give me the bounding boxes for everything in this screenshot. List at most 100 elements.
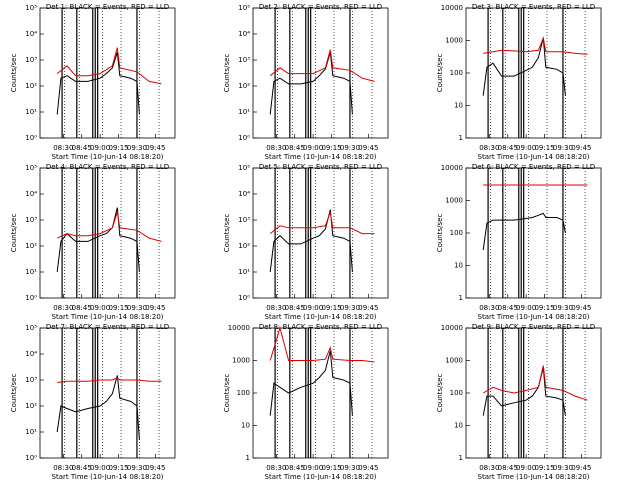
y-axis-label: Counts/sec xyxy=(10,374,18,413)
x-tick-label: 09:30 xyxy=(340,464,360,472)
x-tick-label: 09:30 xyxy=(340,304,360,312)
y-tick-label: 10¹ xyxy=(25,428,37,436)
y-tick-label: 100 xyxy=(450,389,463,397)
y-tick-label: 10⁰ xyxy=(25,134,37,142)
chart-title: Det 4: BLACK = Events, RED = LLD xyxy=(46,163,169,171)
x-tick-label: 08:45 xyxy=(498,464,518,472)
x-tick-label: 08:30 xyxy=(479,464,499,472)
plot-frame xyxy=(39,7,176,139)
plot-frame xyxy=(465,327,602,459)
y-tick-label: 100 xyxy=(450,229,463,237)
x-tick-label: 09:00 xyxy=(90,144,110,152)
x-tick-label: 08:45 xyxy=(72,304,92,312)
y-tick-label: 1 xyxy=(459,134,463,142)
y-tick-label: 10⁴ xyxy=(25,350,37,358)
x-tick-label: 09:00 xyxy=(516,464,536,472)
y-tick-label: 10⁴ xyxy=(238,30,250,38)
y-tick-label: 1 xyxy=(246,454,250,462)
y-tick-label: 10² xyxy=(25,82,37,90)
y-tick-label: 10¹ xyxy=(238,108,250,116)
x-tick-label: 08:30 xyxy=(266,464,286,472)
x-tick-label: 08:30 xyxy=(266,304,286,312)
x-tick-label: 09:00 xyxy=(303,144,323,152)
y-tick-label: 10⁴ xyxy=(25,190,37,198)
x-tick-label: 09:45 xyxy=(358,304,378,312)
plot-frame xyxy=(465,167,602,299)
series-line xyxy=(56,375,140,440)
x-axis-label: Start Time (10-Jun-14 08:18:20) xyxy=(52,153,164,161)
series-line xyxy=(269,212,375,235)
y-axis-label: Counts/sec xyxy=(436,214,444,253)
x-tick-label: 09:30 xyxy=(127,464,147,472)
x-tick-label: 08:30 xyxy=(53,464,73,472)
y-tick-label: 10 xyxy=(241,422,250,430)
x-tick-label: 09:15 xyxy=(534,464,554,472)
series-line xyxy=(56,212,162,242)
y-tick-label: 10⁵ xyxy=(238,4,250,12)
y-axis-label: Counts/sec xyxy=(10,214,18,253)
x-tick-label: 09:00 xyxy=(516,304,536,312)
y-tick-label: 10000 xyxy=(441,4,463,12)
series-line xyxy=(483,36,588,55)
series-line xyxy=(269,350,353,416)
series-line xyxy=(269,52,353,115)
series-line xyxy=(482,367,566,416)
x-tick-label: 09:45 xyxy=(571,144,591,152)
x-tick-label: 08:45 xyxy=(72,144,92,152)
y-tick-label: 10⁵ xyxy=(238,164,250,172)
y-tick-label: 1 xyxy=(459,454,463,462)
y-tick-label: 10000 xyxy=(441,324,463,332)
chart-title: Det 5: BLACK = Events, RED = LLD xyxy=(259,163,382,171)
y-axis-label: Counts/sec xyxy=(223,54,231,93)
x-axis-label: Start Time (10-Jun-14 08:18:20) xyxy=(265,313,377,321)
y-tick-label: 10³ xyxy=(238,56,250,64)
x-tick-label: 09:30 xyxy=(553,304,573,312)
x-tick-label: 09:15 xyxy=(108,304,128,312)
y-tick-label: 10000 xyxy=(228,324,250,332)
y-tick-label: 10 xyxy=(454,262,463,270)
x-tick-label: 09:45 xyxy=(145,304,165,312)
x-tick-label: 08:30 xyxy=(479,304,499,312)
chart-title: Det 2: BLACK = Events, RED = LLD xyxy=(259,3,382,11)
y-tick-label: 10⁰ xyxy=(25,454,37,462)
plot-frame xyxy=(252,7,389,139)
plot-frame xyxy=(252,167,389,299)
series-line xyxy=(269,49,375,82)
chart-title: Det 9: BLACK = Events, RED = LLD xyxy=(472,323,595,331)
y-tick-label: 10⁴ xyxy=(238,190,250,198)
y-tick-label: 10⁰ xyxy=(238,134,250,142)
y-tick-label: 10¹ xyxy=(25,108,37,116)
x-axis-label: Start Time (10-Jun-14 08:18:20) xyxy=(265,153,377,161)
x-axis-label: Start Time (10-Jun-14 08:18:20) xyxy=(52,313,164,321)
y-axis-label: Counts/sec xyxy=(436,54,444,93)
y-tick-label: 10² xyxy=(238,82,250,90)
x-axis-label: Start Time (10-Jun-14 08:18:20) xyxy=(478,153,590,161)
y-tick-label: 100 xyxy=(237,389,250,397)
y-axis-label: Counts/sec xyxy=(223,374,231,413)
y-tick-label: 10 xyxy=(454,102,463,110)
x-tick-label: 08:30 xyxy=(53,144,73,152)
y-tick-label: 10³ xyxy=(238,216,250,224)
series-line xyxy=(482,37,566,96)
series-line xyxy=(482,212,566,251)
y-tick-label: 1000 xyxy=(445,357,463,365)
chart-title: Det 6: BLACK = Events, RED = LLD xyxy=(472,163,595,171)
y-tick-label: 10⁴ xyxy=(25,30,37,38)
series-line xyxy=(482,365,588,401)
y-tick-label: 10² xyxy=(25,242,37,250)
y-tick-label: 10⁵ xyxy=(25,4,37,12)
x-tick-label: 09:45 xyxy=(145,144,165,152)
y-tick-label: 1000 xyxy=(232,357,250,365)
plot-frame xyxy=(39,167,176,299)
y-axis-label: Counts/sec xyxy=(10,54,18,93)
y-tick-label: 100 xyxy=(450,69,463,77)
y-tick-label: 1000 xyxy=(445,37,463,45)
x-tick-label: 09:45 xyxy=(571,464,591,472)
y-tick-label: 10¹ xyxy=(238,268,250,276)
x-tick-label: 09:30 xyxy=(553,144,573,152)
x-tick-label: 09:45 xyxy=(358,464,378,472)
plot-frame xyxy=(39,327,176,459)
x-tick-label: 09:15 xyxy=(321,464,341,472)
